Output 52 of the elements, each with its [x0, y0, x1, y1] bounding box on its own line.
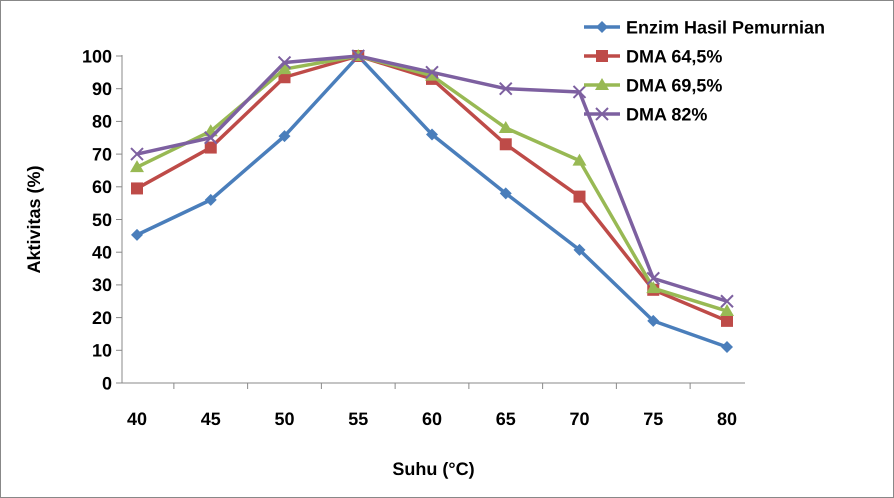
y-tick-label: 60: [92, 177, 112, 198]
y-tick-label: 10: [92, 340, 112, 361]
point: [720, 304, 734, 316]
y-tick-label: 100: [82, 46, 112, 66]
point: [278, 56, 292, 70]
x-tick-label: 50: [274, 409, 295, 429]
point: [498, 82, 513, 96]
y-tick-label: 0: [102, 373, 112, 394]
legend-label: DMA 64,5%: [626, 46, 722, 66]
x-tick-label: 45: [200, 409, 221, 429]
point: [574, 244, 586, 256]
point: [204, 194, 217, 206]
legend-label: DMA 69,5%: [626, 75, 722, 96]
point: [131, 182, 143, 194]
x-tick-label: 55: [348, 409, 368, 429]
legend-label: DMA 82%: [626, 104, 708, 124]
point: [500, 138, 512, 150]
point: [130, 147, 144, 162]
x-axis-title: Suhu (°C): [392, 459, 475, 479]
y-tick-label: 70: [92, 144, 112, 164]
y-tick-label: 20: [92, 308, 112, 328]
point: [131, 228, 143, 241]
point: [646, 281, 660, 294]
point: [646, 271, 660, 286]
point: [721, 314, 733, 327]
point: [425, 65, 439, 80]
point: [720, 294, 734, 308]
point: [426, 128, 438, 140]
y-tick-label: 50: [92, 210, 112, 230]
point: [130, 160, 144, 172]
x-tick-label: 80: [716, 409, 738, 429]
point: [204, 142, 217, 154]
point: [204, 130, 218, 145]
x-tick-label: 40: [126, 409, 148, 429]
y-tick-label: 80: [92, 112, 112, 132]
point: [278, 130, 290, 142]
x-tick-label: 65: [496, 409, 516, 429]
legend-label: Enzim Hasil Pemurnian: [626, 17, 826, 38]
point: [498, 120, 513, 133]
point: [574, 190, 586, 203]
y-tick-label: 30: [92, 275, 112, 296]
point: [572, 84, 586, 99]
y-tick-label: 90: [92, 79, 112, 99]
y-tick-label: 40: [92, 242, 112, 262]
x-tick-label: 60: [422, 409, 442, 429]
point: [500, 187, 512, 200]
point: [572, 154, 586, 166]
point: [721, 341, 733, 354]
x-tick-label: 75: [643, 409, 664, 429]
y-axis-title: Aktivitas (%): [24, 165, 44, 274]
x-tick-label: 70: [569, 409, 590, 429]
point: [647, 314, 660, 327]
